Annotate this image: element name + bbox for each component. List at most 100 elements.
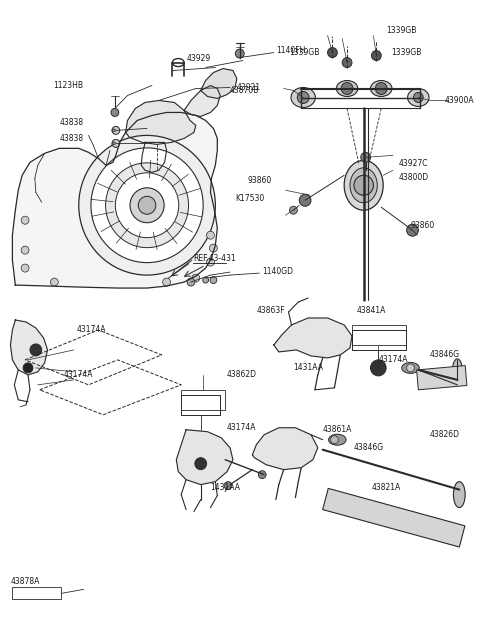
Text: 43838: 43838 xyxy=(60,118,84,127)
Ellipse shape xyxy=(115,173,179,238)
Text: 43927C: 43927C xyxy=(399,159,428,168)
Text: 43846G: 43846G xyxy=(430,350,460,359)
Text: 1431AA: 1431AA xyxy=(293,364,324,372)
Circle shape xyxy=(258,470,266,479)
Text: 43929: 43929 xyxy=(186,54,211,63)
Polygon shape xyxy=(184,86,220,116)
Text: 43821A: 43821A xyxy=(372,483,401,492)
Polygon shape xyxy=(141,142,167,172)
Ellipse shape xyxy=(91,148,203,263)
Ellipse shape xyxy=(408,89,429,106)
Circle shape xyxy=(413,92,423,103)
Circle shape xyxy=(371,360,386,376)
Circle shape xyxy=(235,49,244,58)
Ellipse shape xyxy=(344,160,383,210)
Ellipse shape xyxy=(79,135,216,275)
Text: 43862D: 43862D xyxy=(227,370,257,379)
Circle shape xyxy=(372,50,381,60)
Ellipse shape xyxy=(454,482,465,508)
Circle shape xyxy=(289,206,297,214)
Ellipse shape xyxy=(402,362,420,374)
Circle shape xyxy=(331,436,338,443)
Circle shape xyxy=(361,152,371,162)
Circle shape xyxy=(187,278,195,286)
Bar xyxy=(181,390,225,409)
Circle shape xyxy=(327,48,337,58)
Text: 43841A: 43841A xyxy=(357,306,386,314)
Circle shape xyxy=(112,129,115,132)
Circle shape xyxy=(342,58,352,67)
Polygon shape xyxy=(11,320,48,375)
Circle shape xyxy=(354,175,373,195)
Text: 43826D: 43826D xyxy=(430,430,460,439)
Ellipse shape xyxy=(336,81,358,96)
Bar xyxy=(12,587,61,599)
Text: 43878A: 43878A xyxy=(11,577,40,586)
Ellipse shape xyxy=(350,168,377,203)
Circle shape xyxy=(206,258,215,266)
Circle shape xyxy=(407,224,418,236)
Circle shape xyxy=(192,274,200,282)
Circle shape xyxy=(203,277,208,283)
Circle shape xyxy=(206,231,215,239)
Text: 43174A: 43174A xyxy=(378,355,408,364)
Circle shape xyxy=(21,216,29,224)
Circle shape xyxy=(23,363,33,373)
Circle shape xyxy=(111,108,119,116)
Bar xyxy=(323,488,465,547)
Text: 93860: 93860 xyxy=(248,175,272,185)
Text: 43846G: 43846G xyxy=(354,443,384,452)
Text: 1339GB: 1339GB xyxy=(391,48,421,57)
Ellipse shape xyxy=(291,87,315,108)
Circle shape xyxy=(209,244,217,252)
Circle shape xyxy=(50,278,58,286)
Ellipse shape xyxy=(106,163,189,248)
Circle shape xyxy=(163,278,170,286)
Circle shape xyxy=(112,142,115,145)
Circle shape xyxy=(210,277,217,284)
Text: 1339GB: 1339GB xyxy=(289,48,320,57)
Circle shape xyxy=(21,264,29,272)
Bar xyxy=(352,325,406,345)
Text: 43174A: 43174A xyxy=(227,423,257,432)
Text: 1140GD: 1140GD xyxy=(262,267,293,276)
Text: 1140FH: 1140FH xyxy=(276,46,305,55)
Text: 43174A: 43174A xyxy=(64,370,94,379)
Text: REF.43-431: REF.43-431 xyxy=(193,253,236,263)
Ellipse shape xyxy=(453,359,462,381)
Text: 43921: 43921 xyxy=(237,83,261,92)
Polygon shape xyxy=(201,69,237,99)
Ellipse shape xyxy=(371,81,392,96)
Text: 43174A: 43174A xyxy=(77,325,106,335)
Text: 43863F: 43863F xyxy=(256,306,285,314)
Circle shape xyxy=(112,140,120,147)
Circle shape xyxy=(375,82,387,94)
Circle shape xyxy=(112,126,120,135)
Text: 1123HB: 1123HB xyxy=(54,81,84,90)
Polygon shape xyxy=(12,113,217,288)
Polygon shape xyxy=(274,318,352,358)
Polygon shape xyxy=(252,428,318,470)
Text: 93860: 93860 xyxy=(410,221,435,230)
Polygon shape xyxy=(126,101,196,145)
Circle shape xyxy=(21,246,29,254)
Circle shape xyxy=(299,194,311,206)
Circle shape xyxy=(224,482,232,489)
Text: 43870B: 43870B xyxy=(230,86,259,95)
Text: 1431AA: 1431AA xyxy=(211,483,240,492)
Ellipse shape xyxy=(138,196,156,214)
Text: 43838: 43838 xyxy=(60,134,84,143)
Ellipse shape xyxy=(172,58,184,67)
Text: 43900A: 43900A xyxy=(444,96,474,105)
Text: 43861A: 43861A xyxy=(323,425,352,434)
Text: 1339GB: 1339GB xyxy=(386,26,417,35)
Text: K17530: K17530 xyxy=(235,194,264,203)
Polygon shape xyxy=(176,430,233,484)
Circle shape xyxy=(341,82,353,94)
Circle shape xyxy=(297,91,309,103)
Circle shape xyxy=(407,364,414,372)
Bar xyxy=(417,365,467,390)
Text: 43800D: 43800D xyxy=(399,173,429,182)
Circle shape xyxy=(195,458,206,470)
Ellipse shape xyxy=(130,188,164,223)
